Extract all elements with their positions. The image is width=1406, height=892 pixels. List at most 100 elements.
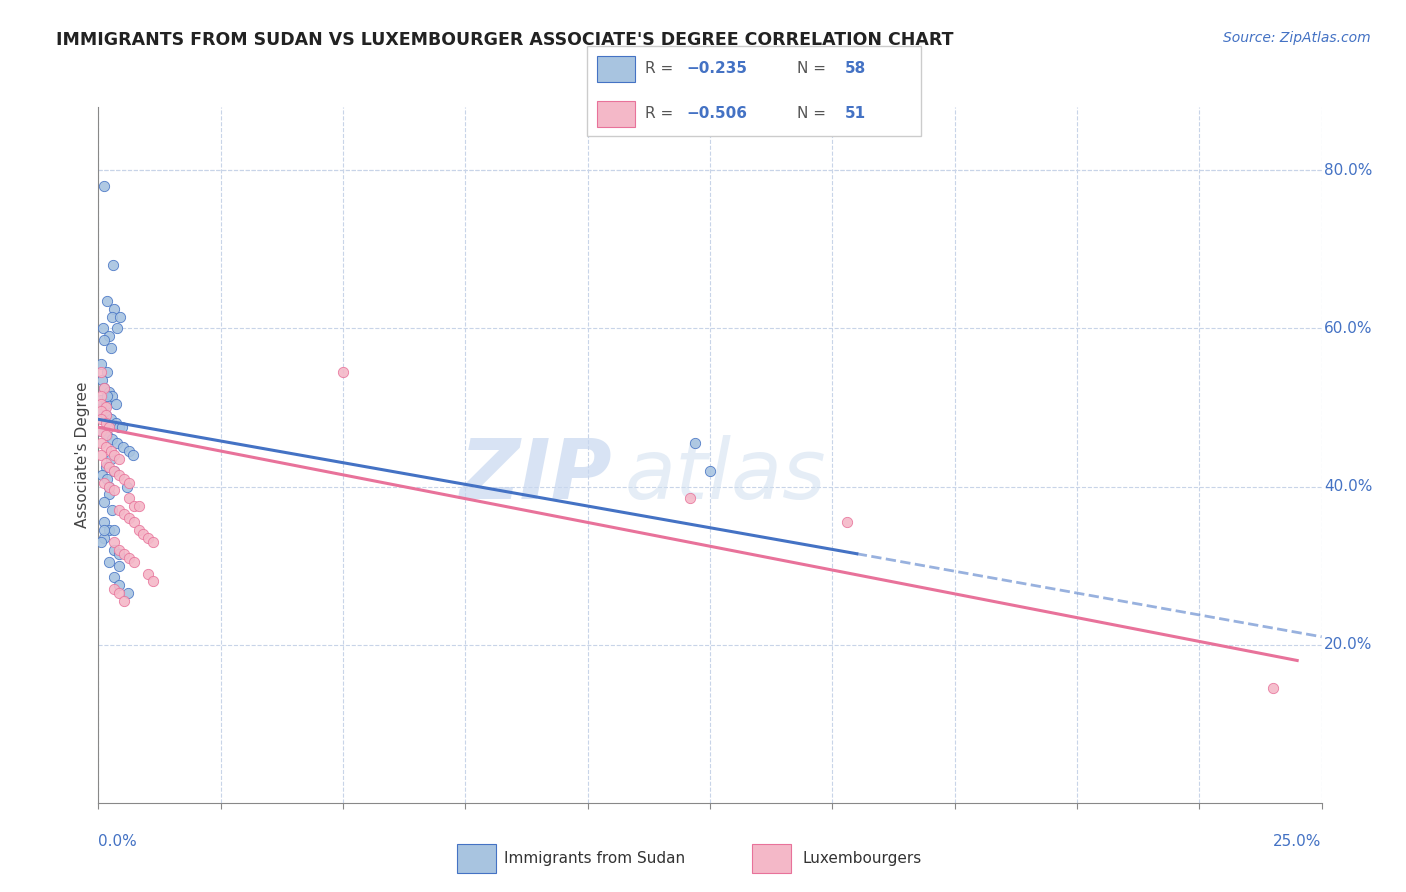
Point <box>103 448 125 462</box>
Point <box>93 531 115 545</box>
Point <box>112 507 135 521</box>
Point <box>103 464 125 478</box>
Point <box>118 511 141 525</box>
Text: Immigrants from Sudan: Immigrants from Sudan <box>505 851 686 866</box>
Point <box>104 396 127 410</box>
Bar <box>457 844 496 873</box>
Point <box>108 420 131 434</box>
Point <box>93 381 115 395</box>
Point <box>93 179 115 194</box>
Point <box>90 436 112 450</box>
Text: Luxembourgers: Luxembourgers <box>803 851 922 866</box>
Point <box>94 459 117 474</box>
Point <box>96 472 118 486</box>
Point <box>90 448 112 462</box>
Point <box>132 527 155 541</box>
Point <box>108 451 131 466</box>
Point <box>103 534 125 549</box>
Point <box>96 428 118 442</box>
Point <box>128 523 150 537</box>
Point <box>90 389 112 403</box>
Text: 20.0%: 20.0% <box>1324 637 1372 652</box>
Point <box>101 389 124 403</box>
Point <box>122 500 145 514</box>
Text: 51: 51 <box>845 106 866 121</box>
Point <box>332 365 354 379</box>
Point <box>136 531 159 545</box>
Text: 58: 58 <box>845 62 866 77</box>
Point <box>94 456 117 470</box>
Point <box>105 436 128 450</box>
Point <box>103 542 125 557</box>
Text: N =: N = <box>797 62 831 77</box>
Point <box>90 365 112 379</box>
Text: R =: R = <box>645 62 679 77</box>
Point <box>108 558 131 573</box>
Point <box>101 258 124 272</box>
Point <box>117 586 139 600</box>
Point <box>98 420 121 434</box>
Point <box>94 401 117 415</box>
Point <box>98 487 121 501</box>
Point <box>699 464 721 478</box>
Point <box>90 412 112 426</box>
Point <box>98 479 121 493</box>
Point <box>98 329 121 343</box>
Text: ZIP: ZIP <box>460 435 612 516</box>
Point <box>90 357 112 371</box>
Point <box>90 534 112 549</box>
Point <box>103 523 125 537</box>
Point <box>93 381 115 395</box>
Point <box>112 547 135 561</box>
Point <box>93 495 115 509</box>
Point <box>108 467 131 482</box>
Point <box>105 321 128 335</box>
Point <box>1261 681 1284 695</box>
Point <box>103 570 125 584</box>
Text: −0.506: −0.506 <box>688 106 748 121</box>
Text: N =: N = <box>797 106 831 121</box>
FancyBboxPatch shape <box>586 46 921 136</box>
Point <box>90 404 112 418</box>
Y-axis label: Associate's Degree: Associate's Degree <box>75 382 90 528</box>
Point <box>94 409 117 423</box>
Point <box>122 555 145 569</box>
Point <box>94 440 117 454</box>
Point <box>121 448 143 462</box>
Point <box>93 475 115 490</box>
Point <box>110 310 132 324</box>
Point <box>115 479 138 493</box>
Point <box>90 404 112 418</box>
Text: 60.0%: 60.0% <box>1324 321 1372 336</box>
Point <box>100 341 122 355</box>
Point <box>101 310 124 324</box>
Point <box>142 534 165 549</box>
Point <box>112 594 135 608</box>
Bar <box>598 101 636 127</box>
Text: R =: R = <box>645 106 679 121</box>
Point <box>100 412 122 426</box>
Point <box>98 479 121 493</box>
Point <box>103 464 125 478</box>
Point <box>90 392 112 407</box>
Point <box>108 586 131 600</box>
Text: Source: ZipAtlas.com: Source: ZipAtlas.com <box>1223 31 1371 45</box>
Point <box>94 396 117 410</box>
Point <box>96 293 118 308</box>
Point <box>108 542 131 557</box>
Text: atlas: atlas <box>624 435 827 516</box>
Point <box>98 459 121 474</box>
Point <box>91 373 114 387</box>
Text: −0.235: −0.235 <box>688 62 748 77</box>
Point <box>96 389 118 403</box>
Point <box>835 515 858 529</box>
Point <box>94 417 117 431</box>
Point <box>90 396 112 410</box>
Point <box>136 566 159 581</box>
Point <box>108 578 131 592</box>
Point <box>103 483 125 498</box>
Point <box>94 409 117 423</box>
Point <box>98 555 121 569</box>
Point <box>679 491 702 506</box>
Point <box>98 384 121 399</box>
